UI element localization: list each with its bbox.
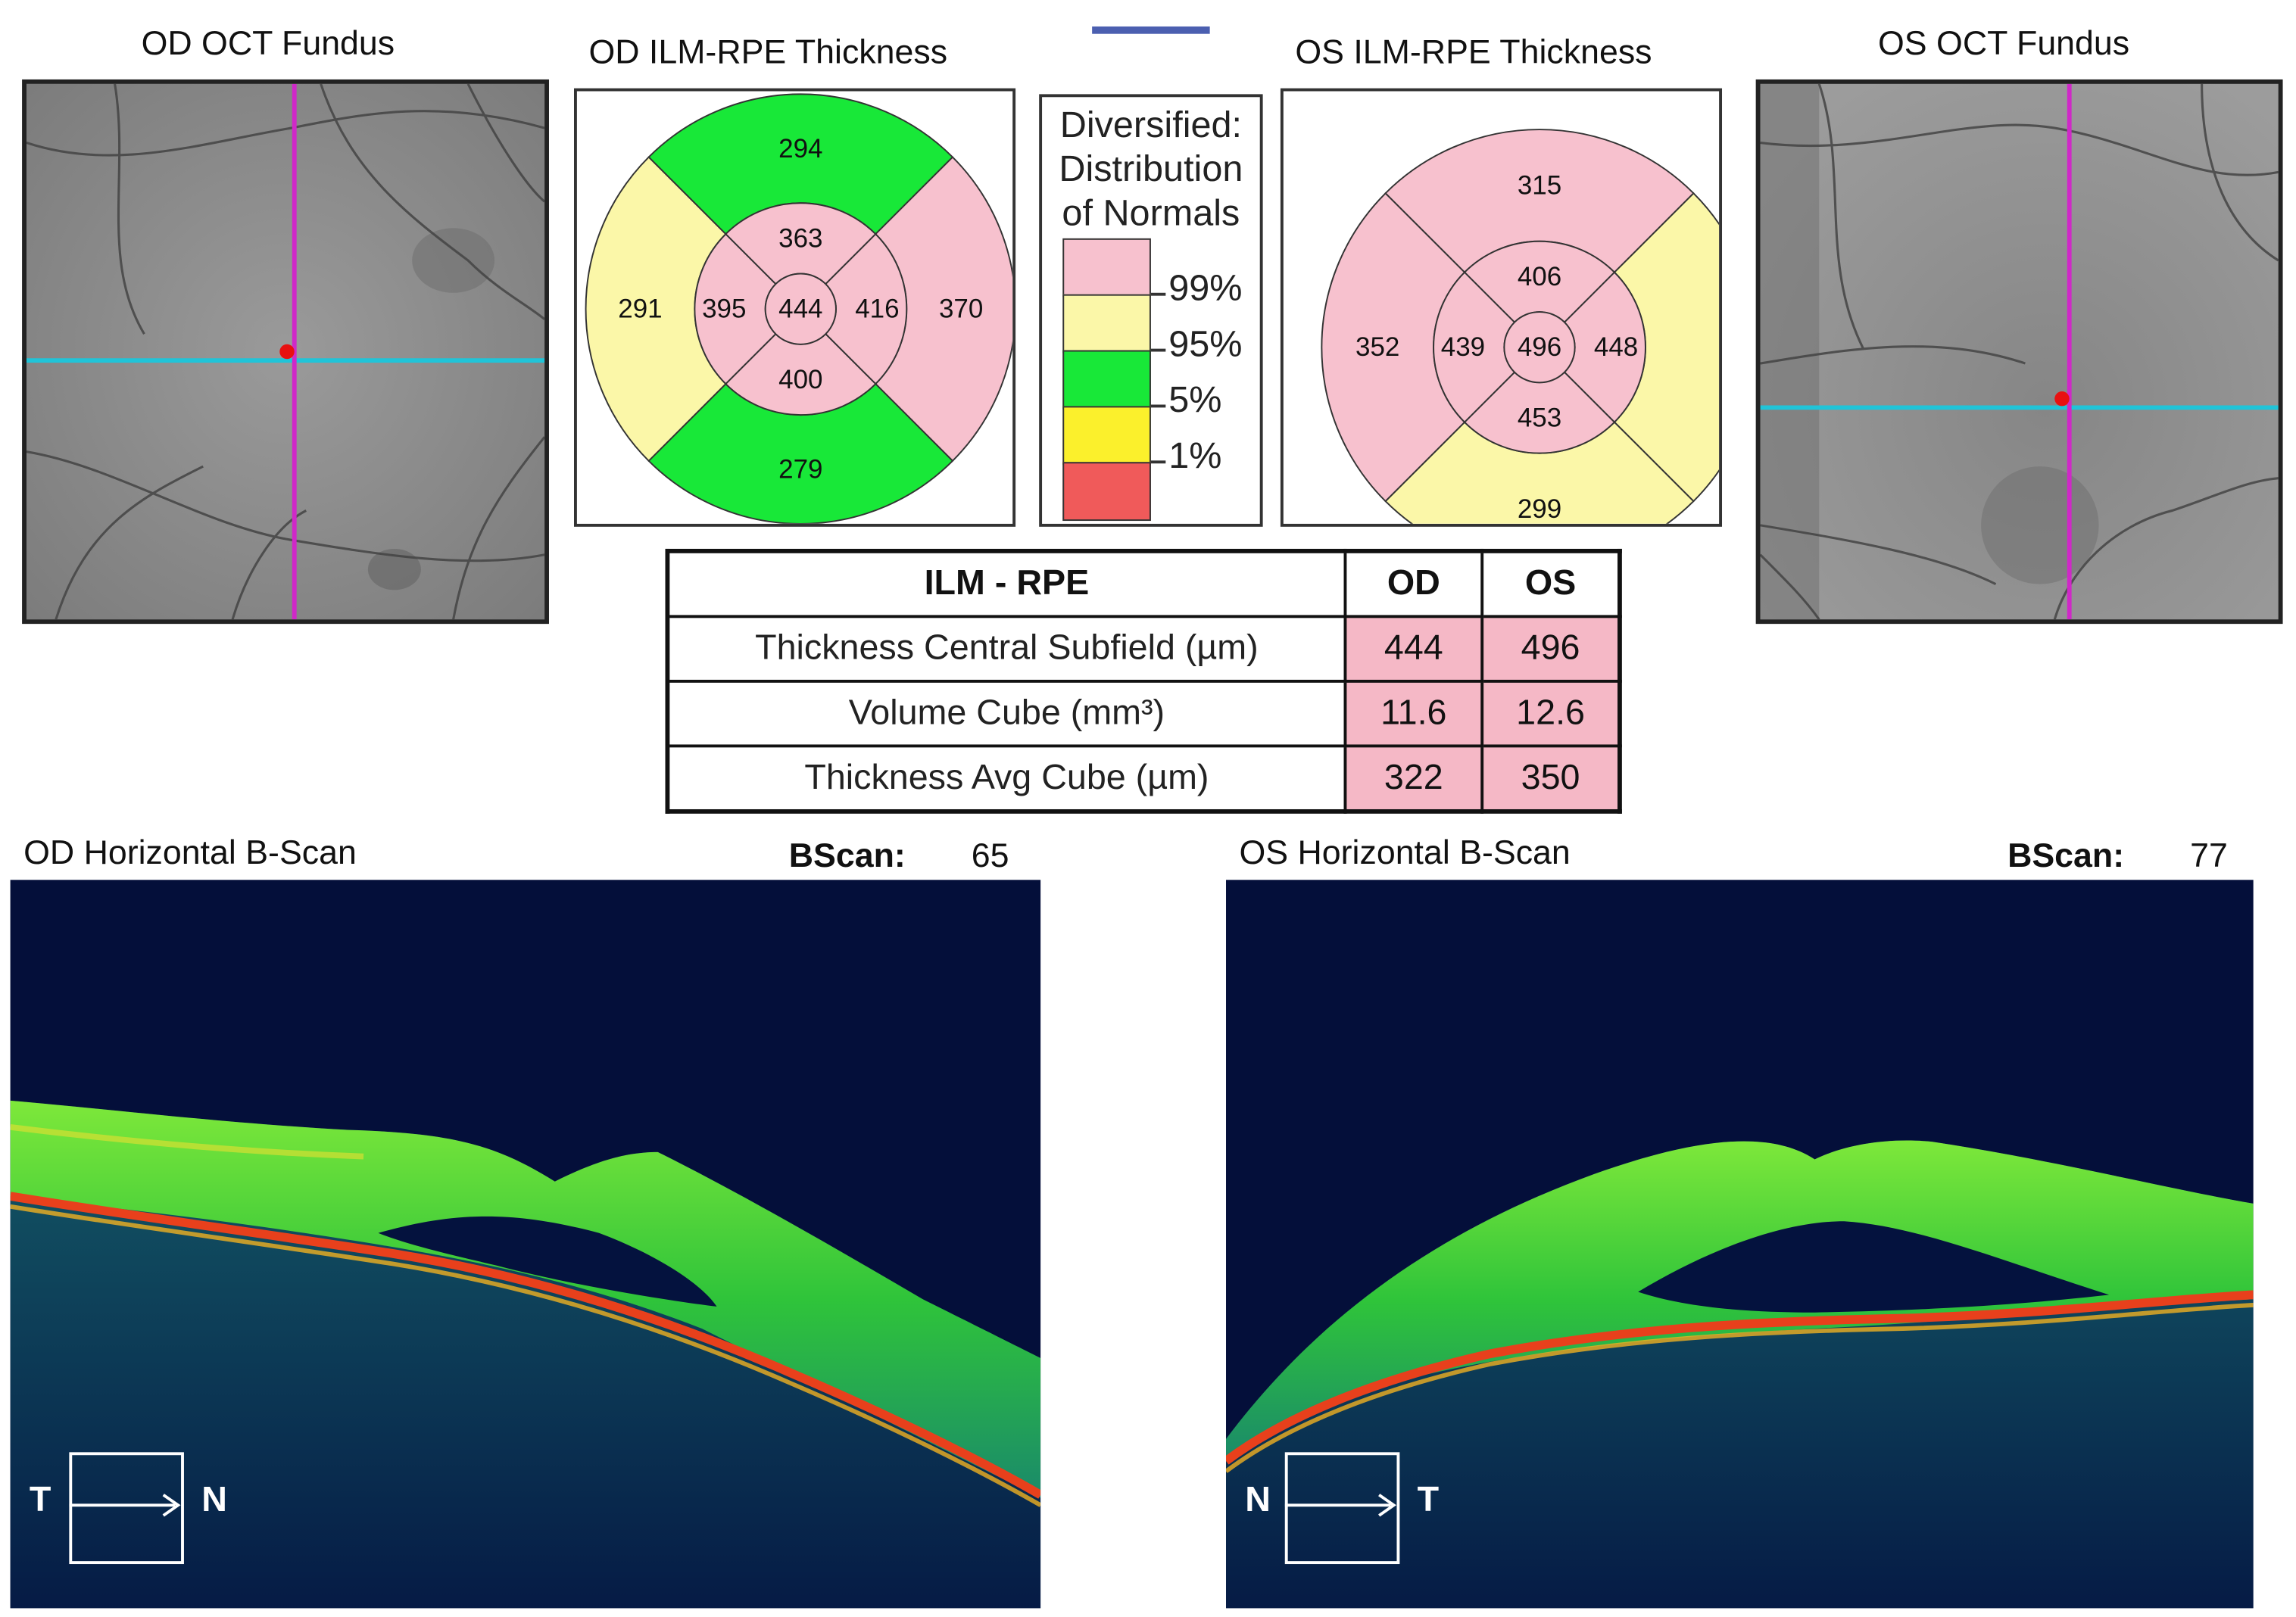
os-sector-outer-top-value: 315 (1518, 170, 1561, 200)
legend-swatch-yellow (1062, 294, 1151, 354)
os-orient-left: N (1245, 1480, 1271, 1520)
od-sector-outer-right-value: 370 (939, 294, 983, 324)
od-bscan-image[interactable]: T N (10, 880, 1041, 1609)
od-fundus-title: OD OCT Fundus (141, 23, 395, 62)
right-arrow-icon (1284, 1494, 1396, 1517)
od-sector-inner-right-value: 416 (855, 294, 899, 324)
right-arrow-icon (69, 1494, 181, 1517)
table-header-row: ILM - RPE OD OS (666, 549, 1621, 618)
os-thickness-panel: 315 299 352 406 453 439 448 496 (1280, 88, 1723, 527)
od-sector-outer-top-value: 294 (778, 134, 822, 164)
os-fixation-dot (2054, 391, 2070, 407)
od-orient-right: N (201, 1480, 227, 1520)
table-row: Thickness Central Subfield (µm) 444 496 (666, 615, 1621, 683)
od-rpe-line (10, 1192, 1041, 1499)
os-rpe-line (1226, 1290, 2254, 1465)
od-sector-outer-bottom-value: 279 (778, 455, 822, 484)
row-label: Volume Cube (mm³) (666, 679, 1347, 748)
os-thickness-title: OS ILM-RPE Thickness (1295, 32, 1652, 71)
legend-label-95: 95% (1168, 323, 1243, 366)
od-bscan-number: 65 (971, 835, 1009, 874)
row-os-value: 496 (1480, 615, 1621, 683)
legend-swatch-pink (1062, 238, 1151, 298)
od-fundus-image[interactable] (22, 79, 549, 625)
row-od-value: 322 (1343, 744, 1484, 813)
os-bscan-svg (1226, 1140, 2254, 1609)
os-fundus-image[interactable] (1755, 79, 2283, 625)
od-bscan-label: BScan: (788, 835, 906, 874)
od-orient-left: T (29, 1480, 51, 1520)
od-bscan-svg (10, 1100, 1041, 1609)
os-thickness-map: 315 299 352 406 453 439 448 496 (1321, 129, 1720, 524)
legend-tick (1150, 292, 1166, 296)
normals-legend: Diversified: Distribution of Normals 99%… (1039, 94, 1263, 527)
row-od-value: 11.6 (1343, 679, 1484, 748)
table-header-label: ILM - RPE (666, 549, 1347, 618)
row-od-value: 444 (1343, 615, 1484, 683)
legend-swatch-bright-yellow (1062, 406, 1151, 466)
ilm-rpe-table: ILM - RPE OD OS Thickness Central Subfie… (665, 548, 1622, 814)
od-sector-inner-left-value: 395 (702, 294, 746, 324)
os-bscan-title: OS Horizontal B-Scan (1239, 833, 1571, 871)
legend-swatch-red (1062, 462, 1151, 522)
row-label: Thickness Central Subfield (µm) (666, 615, 1347, 683)
legend-title-line1: Diversified: (1059, 104, 1243, 146)
legend-tick (1150, 460, 1166, 464)
legend-tick (1150, 348, 1166, 352)
os-orient-right: T (1417, 1480, 1440, 1520)
od-vessels (26, 83, 545, 620)
od-thickness-title: OD ILM-RPE Thickness (588, 32, 948, 71)
od-thickness-panel: 294 279 291 370 363 400 395 416 444 (574, 88, 1016, 527)
legend-swatch-green (1062, 350, 1151, 410)
od-thickness-map: 294 279 291 370 363 400 395 416 444 (585, 93, 1013, 524)
os-orientation-box (1284, 1452, 1400, 1565)
od-sector-center-value: 444 (778, 294, 822, 324)
od-sector-center (764, 273, 837, 345)
os-sector-outer-left-value: 352 (1355, 332, 1399, 362)
row-os-value: 350 (1480, 744, 1621, 813)
table-row: Volume Cube (mm³) 11.6 12.6 (666, 679, 1621, 748)
os-fundus-title: OS OCT Fundus (1878, 23, 2130, 62)
os-sector-outer-bottom-value: 299 (1518, 494, 1561, 524)
od-sector-inner-top-value: 363 (778, 223, 822, 253)
os-sector-inner-right-value: 448 (1594, 332, 1638, 362)
os-vessels (1760, 83, 2279, 620)
od-orientation-box (69, 1452, 184, 1565)
od-fluid-pocket (378, 1216, 717, 1307)
table-row: Thickness Avg Cube (µm) 322 350 (666, 744, 1621, 813)
os-bscan-label: BScan: (2007, 835, 2125, 874)
table-header-os: OS (1480, 549, 1621, 618)
od-fixation-dot (279, 344, 295, 360)
os-sector-center-value: 496 (1518, 332, 1561, 362)
os-sector-center (1503, 311, 1576, 384)
os-fundus-svg (1760, 83, 2279, 620)
os-bscan-image[interactable]: N T (1226, 880, 2254, 1609)
row-os-value: 12.6 (1480, 679, 1621, 748)
od-bscan-title: OD Horizontal B-Scan (23, 833, 357, 871)
os-sector-inner-left-value: 439 (1441, 332, 1485, 362)
legend-tick (1150, 404, 1166, 408)
od-fundus-svg (26, 83, 545, 620)
os-bscan-number: 77 (2190, 835, 2228, 874)
os-sector-inner-top-value: 406 (1518, 262, 1561, 291)
legend-label-99: 99% (1168, 267, 1243, 310)
legend-label-5: 5% (1168, 379, 1222, 421)
os-fluid-pocket (1638, 1221, 2110, 1313)
od-sector-outer-left-value: 291 (618, 294, 662, 324)
table-header-od: OD (1343, 549, 1484, 618)
od-sector-inner-bottom-value: 400 (778, 365, 822, 394)
legend-label-1: 1% (1168, 435, 1222, 477)
row-label: Thickness Avg Cube (µm) (666, 744, 1347, 813)
legend-title: Diversified: Distribution of Normals (1042, 103, 1260, 235)
header-mark (1092, 26, 1210, 34)
legend-title-line3: of Normals (1062, 192, 1240, 235)
legend-title-line2: Distribution (1059, 148, 1243, 190)
os-sector-inner-bottom-value: 453 (1518, 403, 1561, 432)
